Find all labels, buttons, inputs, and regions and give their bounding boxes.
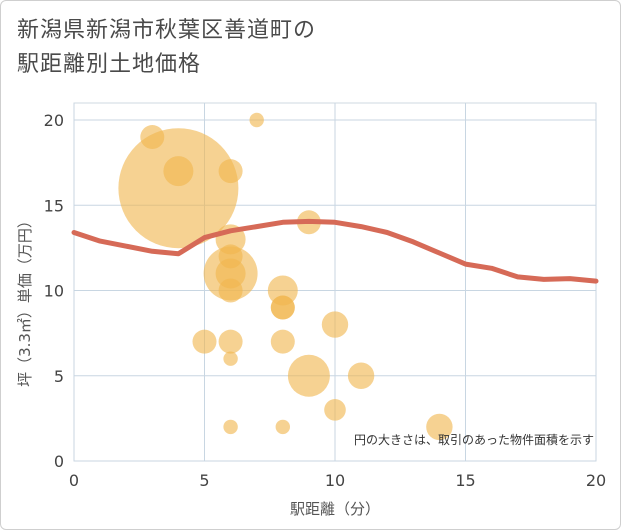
bubble-point	[192, 329, 217, 354]
bubble-point	[118, 128, 239, 249]
bubble-point	[223, 351, 238, 366]
bubble-point	[270, 295, 295, 320]
bubble-point	[287, 354, 330, 397]
y-tick-label: 15	[44, 196, 64, 215]
bubble-point	[249, 112, 264, 128]
y-tick-label: 0	[54, 452, 64, 471]
bubble-point	[270, 329, 295, 354]
bubble-point	[426, 413, 453, 441]
y-tick-labels: 0 5 10 15 20	[44, 111, 64, 471]
trend-line	[71, 218, 599, 284]
size-note: 円の大きさは、取引のあった物件面積を示す	[354, 432, 594, 447]
y-axis-label: 坪（3.3㎡）単価（万円）	[16, 213, 34, 387]
bubble-series	[118, 112, 453, 441]
bubble-point	[218, 329, 243, 354]
bubble-point	[223, 419, 238, 435]
bubble-point	[324, 399, 346, 421]
x-axis-label: 駅距離（分）	[290, 500, 380, 518]
x-tick-label: 0	[69, 471, 79, 490]
y-tick-label: 10	[44, 282, 64, 301]
chart-title-line-2: 駅距離別土地価格	[17, 52, 202, 77]
bubble-point	[321, 311, 349, 338]
bubble-point	[275, 419, 290, 435]
bubble-point	[218, 278, 243, 303]
y-tick-label: 5	[54, 367, 64, 386]
bubble-point	[267, 275, 298, 306]
y-tick-label: 20	[44, 111, 64, 130]
x-tick-label: 15	[455, 471, 475, 490]
bubble-point	[218, 159, 243, 184]
x-tick-labels: 0 5 10 15 20	[69, 471, 606, 490]
bubble-point	[163, 156, 194, 187]
chart-title: 新潟県新潟市秋葉区善道町の 駅距離別土地価格	[17, 14, 316, 82]
bubble-point	[347, 362, 375, 389]
bubble-point	[215, 258, 246, 289]
x-tick-label: 5	[199, 471, 209, 490]
chart-title-line-1: 新潟県新潟市秋葉区善道町の	[17, 18, 317, 43]
x-tick-label: 20	[586, 471, 606, 490]
x-tick-label: 10	[325, 471, 345, 490]
